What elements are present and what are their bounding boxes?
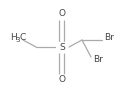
FancyBboxPatch shape — [57, 42, 67, 52]
Text: Br: Br — [93, 56, 103, 65]
FancyBboxPatch shape — [57, 75, 67, 85]
Text: Br: Br — [104, 33, 114, 42]
Text: C: C — [19, 33, 25, 42]
Text: S: S — [59, 42, 65, 52]
Text: O: O — [59, 8, 65, 17]
Text: O: O — [59, 76, 65, 85]
Text: 3: 3 — [16, 36, 20, 42]
FancyBboxPatch shape — [57, 8, 67, 18]
Text: H: H — [10, 33, 17, 42]
